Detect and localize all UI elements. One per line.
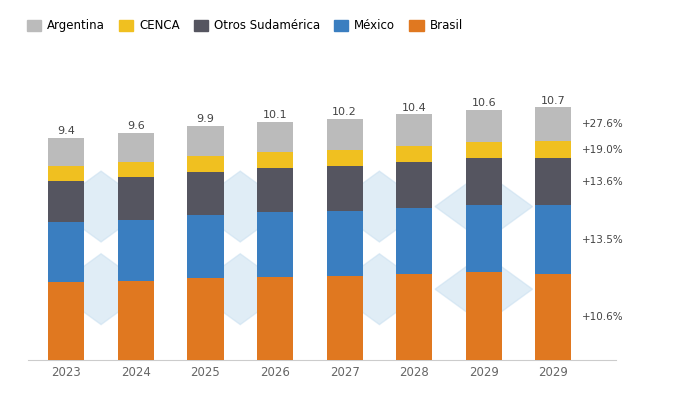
Text: +19.0%: +19.0% — [582, 145, 624, 155]
Bar — [326, 276, 363, 360]
Bar — [396, 274, 433, 360]
Text: +10.6%: +10.6% — [582, 312, 624, 322]
Bar — [48, 282, 85, 360]
Polygon shape — [330, 254, 428, 324]
Bar — [536, 108, 571, 141]
Bar — [396, 146, 433, 162]
Bar — [188, 172, 223, 215]
Polygon shape — [435, 254, 533, 324]
Text: 9.9: 9.9 — [197, 114, 214, 124]
Bar — [466, 272, 502, 360]
Bar — [466, 110, 502, 142]
Bar — [536, 274, 571, 360]
Bar — [396, 114, 433, 146]
Bar — [118, 177, 154, 220]
Bar — [188, 215, 223, 278]
Text: 10.2: 10.2 — [332, 107, 357, 117]
Polygon shape — [52, 171, 150, 242]
Text: 10.1: 10.1 — [262, 110, 287, 120]
Text: 10.7: 10.7 — [541, 96, 566, 106]
Bar — [257, 122, 293, 152]
Bar — [466, 158, 502, 205]
Polygon shape — [192, 171, 289, 242]
Bar — [48, 166, 85, 180]
Bar — [48, 180, 85, 222]
Bar — [326, 211, 363, 276]
Bar — [326, 166, 363, 211]
Text: 10.6: 10.6 — [472, 98, 496, 108]
Bar — [466, 142, 502, 158]
Text: +13.5%: +13.5% — [582, 235, 624, 245]
Bar — [257, 168, 293, 212]
Bar — [118, 281, 154, 360]
Bar — [188, 126, 223, 156]
Legend: Argentina, CENCA, Otros Sudamérica, México, Brasil: Argentina, CENCA, Otros Sudamérica, Méxi… — [22, 14, 468, 37]
Polygon shape — [192, 254, 289, 324]
Bar — [536, 141, 571, 158]
Bar — [48, 138, 85, 166]
Bar — [188, 278, 223, 360]
Bar — [536, 205, 571, 274]
Bar — [48, 222, 85, 282]
Bar — [466, 205, 502, 272]
Bar — [396, 208, 433, 274]
Bar — [257, 276, 293, 360]
Bar — [257, 152, 293, 168]
Bar — [536, 158, 571, 205]
Bar — [188, 156, 223, 172]
Bar — [118, 220, 154, 281]
Text: +13.6%: +13.6% — [582, 177, 624, 187]
Polygon shape — [330, 171, 428, 242]
Bar — [257, 212, 293, 276]
Bar — [118, 133, 154, 162]
Text: 10.4: 10.4 — [402, 103, 426, 113]
Bar — [326, 150, 363, 166]
Bar — [326, 119, 363, 150]
Bar — [118, 162, 154, 177]
Text: 9.4: 9.4 — [57, 126, 75, 136]
Text: +27.6%: +27.6% — [582, 119, 624, 129]
Text: 9.6: 9.6 — [127, 122, 145, 132]
Polygon shape — [435, 171, 533, 242]
Polygon shape — [52, 254, 150, 324]
Bar — [396, 162, 433, 208]
